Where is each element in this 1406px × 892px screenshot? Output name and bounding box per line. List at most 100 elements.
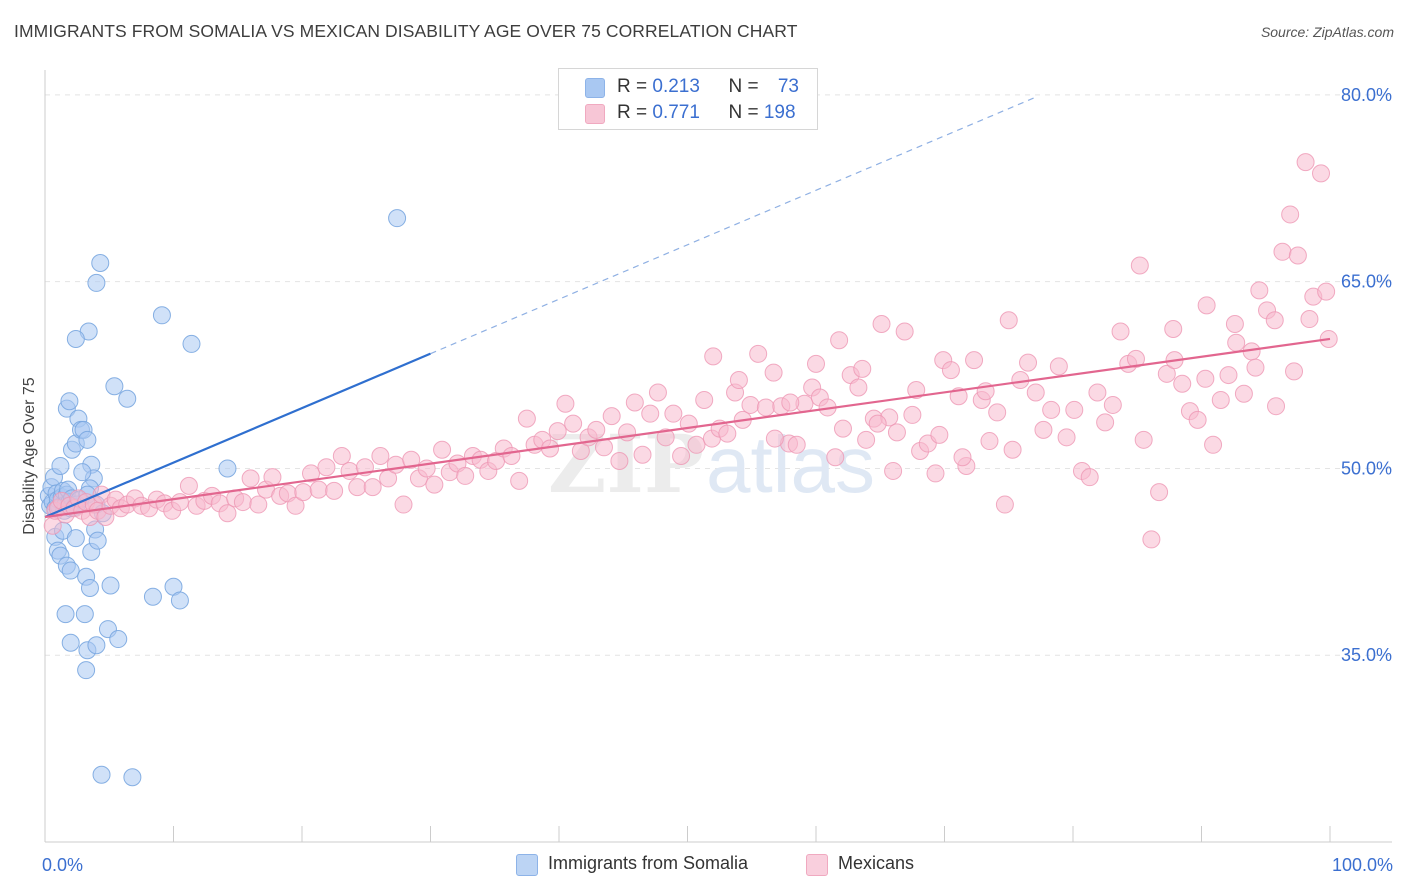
mexican-point [1057, 428, 1076, 447]
bottom-legend-swatch-somalia [516, 854, 538, 876]
mexican-point [1049, 357, 1068, 376]
mexican-point [1088, 383, 1107, 402]
somalia-point [143, 587, 162, 606]
mexican-point [1034, 420, 1053, 439]
bottom-legend-label-somalia: Immigrants from Somalia [548, 853, 749, 873]
mexican-point [1080, 468, 1099, 487]
somalia-point [80, 578, 99, 597]
legend-n-label: N = [728, 102, 764, 123]
somalia-point [87, 273, 106, 292]
somalia-point [218, 459, 237, 478]
legend-r-value: 0.771 [652, 102, 700, 123]
mexican-point [849, 378, 868, 397]
mexican-point [363, 478, 382, 497]
mexican-point [1281, 205, 1300, 224]
legend-swatch-mexicans [585, 104, 605, 124]
mexican-point [930, 425, 949, 444]
mexican-point [548, 422, 567, 441]
somalia-point [109, 630, 128, 649]
mexican-point [610, 451, 629, 470]
legend-swatch-somalia [585, 78, 605, 98]
somalia-point [61, 633, 80, 652]
mexican-point [1019, 353, 1038, 372]
somalia-trend-line [44, 352, 431, 519]
mexican-point [249, 495, 268, 514]
x-tick-label: 100.0% [1332, 855, 1393, 875]
mexican-point [1164, 319, 1183, 338]
mexican-point [765, 429, 784, 448]
legend-r-value: 0.213 [652, 76, 700, 97]
y-tick-label: 80.0% [1341, 85, 1392, 105]
mexican-point [781, 393, 800, 412]
mexican-point [1211, 390, 1230, 409]
y-tick-label: 65.0% [1341, 272, 1392, 292]
mexican-point [1300, 310, 1319, 329]
legend-n-value: 73 [777, 76, 799, 97]
mexican-point [999, 311, 1018, 330]
x-tick-label: 0.0% [42, 855, 83, 875]
mexican-point [625, 393, 644, 412]
mexican-point [672, 447, 691, 465]
tick-labels: 35.0% 50.0% 65.0% 80.0% 0.0% 100.0% Disability… [21, 85, 1393, 875]
mexican-point [1026, 383, 1045, 402]
mexican-point [756, 398, 775, 417]
somalia-trend-extension [430, 97, 1035, 355]
y-tick-label: 35.0% [1341, 645, 1392, 665]
mexican-point [402, 450, 421, 469]
somalia-point [91, 254, 110, 272]
mexican-point [286, 496, 305, 515]
mexican-point [633, 445, 652, 464]
mexican-point [988, 403, 1007, 422]
mexican-point [394, 495, 413, 514]
somalia-point [101, 576, 120, 595]
mexican-point [1188, 410, 1207, 429]
mexican-point [1296, 153, 1315, 172]
mexican-point [1312, 164, 1331, 183]
mexican-point [1285, 362, 1304, 381]
mexican-point [218, 504, 237, 523]
somalia-point [61, 561, 80, 580]
mexican-point [456, 466, 475, 485]
mexican-point [241, 469, 260, 488]
mexican-point [868, 414, 887, 433]
mexican-point [903, 405, 922, 424]
mexican-point [332, 447, 351, 465]
somalia-point [88, 531, 107, 550]
mexican-point [564, 414, 583, 433]
mexican-point [1234, 384, 1253, 403]
mexican-point [433, 440, 452, 459]
mexican-point [884, 461, 903, 480]
mexican-point [1273, 242, 1292, 261]
mexican-point [1246, 358, 1265, 377]
mexican-point [895, 322, 914, 341]
mexican-point [425, 475, 444, 494]
somalia-point [118, 389, 137, 408]
legend-box: R = 0.213 N = 73 R = 0.771 N = 198 [558, 68, 818, 130]
mexican-point [301, 464, 320, 483]
somalia-point [77, 661, 96, 680]
mexican-point [517, 409, 536, 428]
mexican-point [294, 483, 313, 502]
mexican-point [233, 493, 252, 512]
mexican-point [704, 347, 723, 366]
mexican-point [695, 390, 714, 409]
mexican-point [926, 464, 945, 483]
mexican-point [1111, 322, 1130, 341]
somalia-point [51, 456, 70, 475]
mexican-point [995, 495, 1014, 514]
somalia-point [60, 392, 79, 411]
mexican-point [325, 481, 344, 500]
mexican-point [664, 404, 683, 423]
mexican-point [1225, 315, 1244, 334]
mexican-point [502, 447, 521, 465]
somalia-point [182, 334, 201, 353]
mexican-point [1126, 349, 1145, 368]
y-tick-label: 50.0% [1341, 458, 1392, 478]
mexican-point [648, 383, 667, 402]
mexican-point [179, 476, 198, 495]
mexican-point [1288, 246, 1307, 265]
mexican-point [618, 423, 637, 442]
somalia-point [56, 605, 75, 624]
grid-layer [45, 94, 1392, 656]
mexican-point [587, 420, 606, 439]
